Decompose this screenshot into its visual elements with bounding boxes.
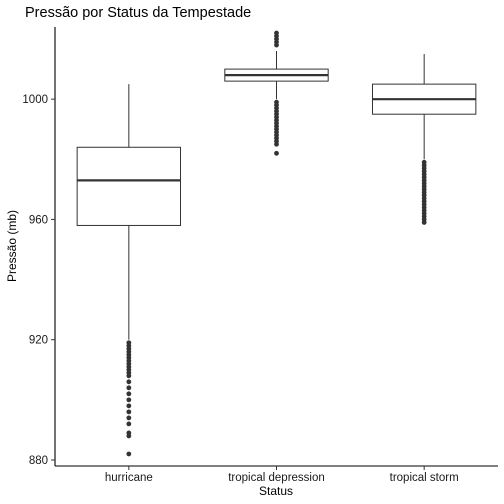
outlier-point: [126, 379, 131, 384]
box: [77, 147, 180, 225]
outlier-point: [126, 397, 131, 402]
y-tick-label: 880: [29, 455, 48, 467]
x-axis-title: Status: [259, 484, 293, 498]
outlier-point: [274, 151, 279, 156]
x-axis-ticks: hurricane tropical depression tropical sto…: [105, 466, 459, 484]
outlier-point: [126, 373, 131, 378]
outlier-point: [126, 452, 131, 457]
chart-title: Pressão por Status da Tempestade: [25, 5, 251, 21]
outlier-point: [126, 385, 131, 390]
x-tick-label: tropical storm: [390, 472, 459, 484]
outlier-point: [126, 403, 131, 408]
y-axis-title: Pressão (mb): [5, 210, 19, 282]
y-tick-label: 960: [29, 214, 48, 226]
outlier-point: [126, 434, 131, 439]
outlier-point: [126, 422, 131, 427]
outlier-point: [126, 391, 131, 396]
outlier-point: [274, 43, 279, 48]
y-tick-label: 920: [29, 335, 48, 347]
outlier-point: [126, 409, 131, 414]
x-tick-label: tropical depression: [228, 472, 325, 484]
outlier-point: [422, 220, 427, 225]
y-tick-label: 1000: [22, 94, 48, 106]
plot-area: [77, 31, 476, 457]
x-tick-label: hurricane: [105, 472, 153, 484]
outlier-point: [126, 415, 131, 420]
box-group: [225, 31, 328, 156]
box-group: [77, 84, 180, 456]
outlier-point: [274, 142, 279, 147]
y-axis-ticks: 880 920 960 1000: [22, 94, 55, 467]
box-group: [372, 54, 475, 225]
